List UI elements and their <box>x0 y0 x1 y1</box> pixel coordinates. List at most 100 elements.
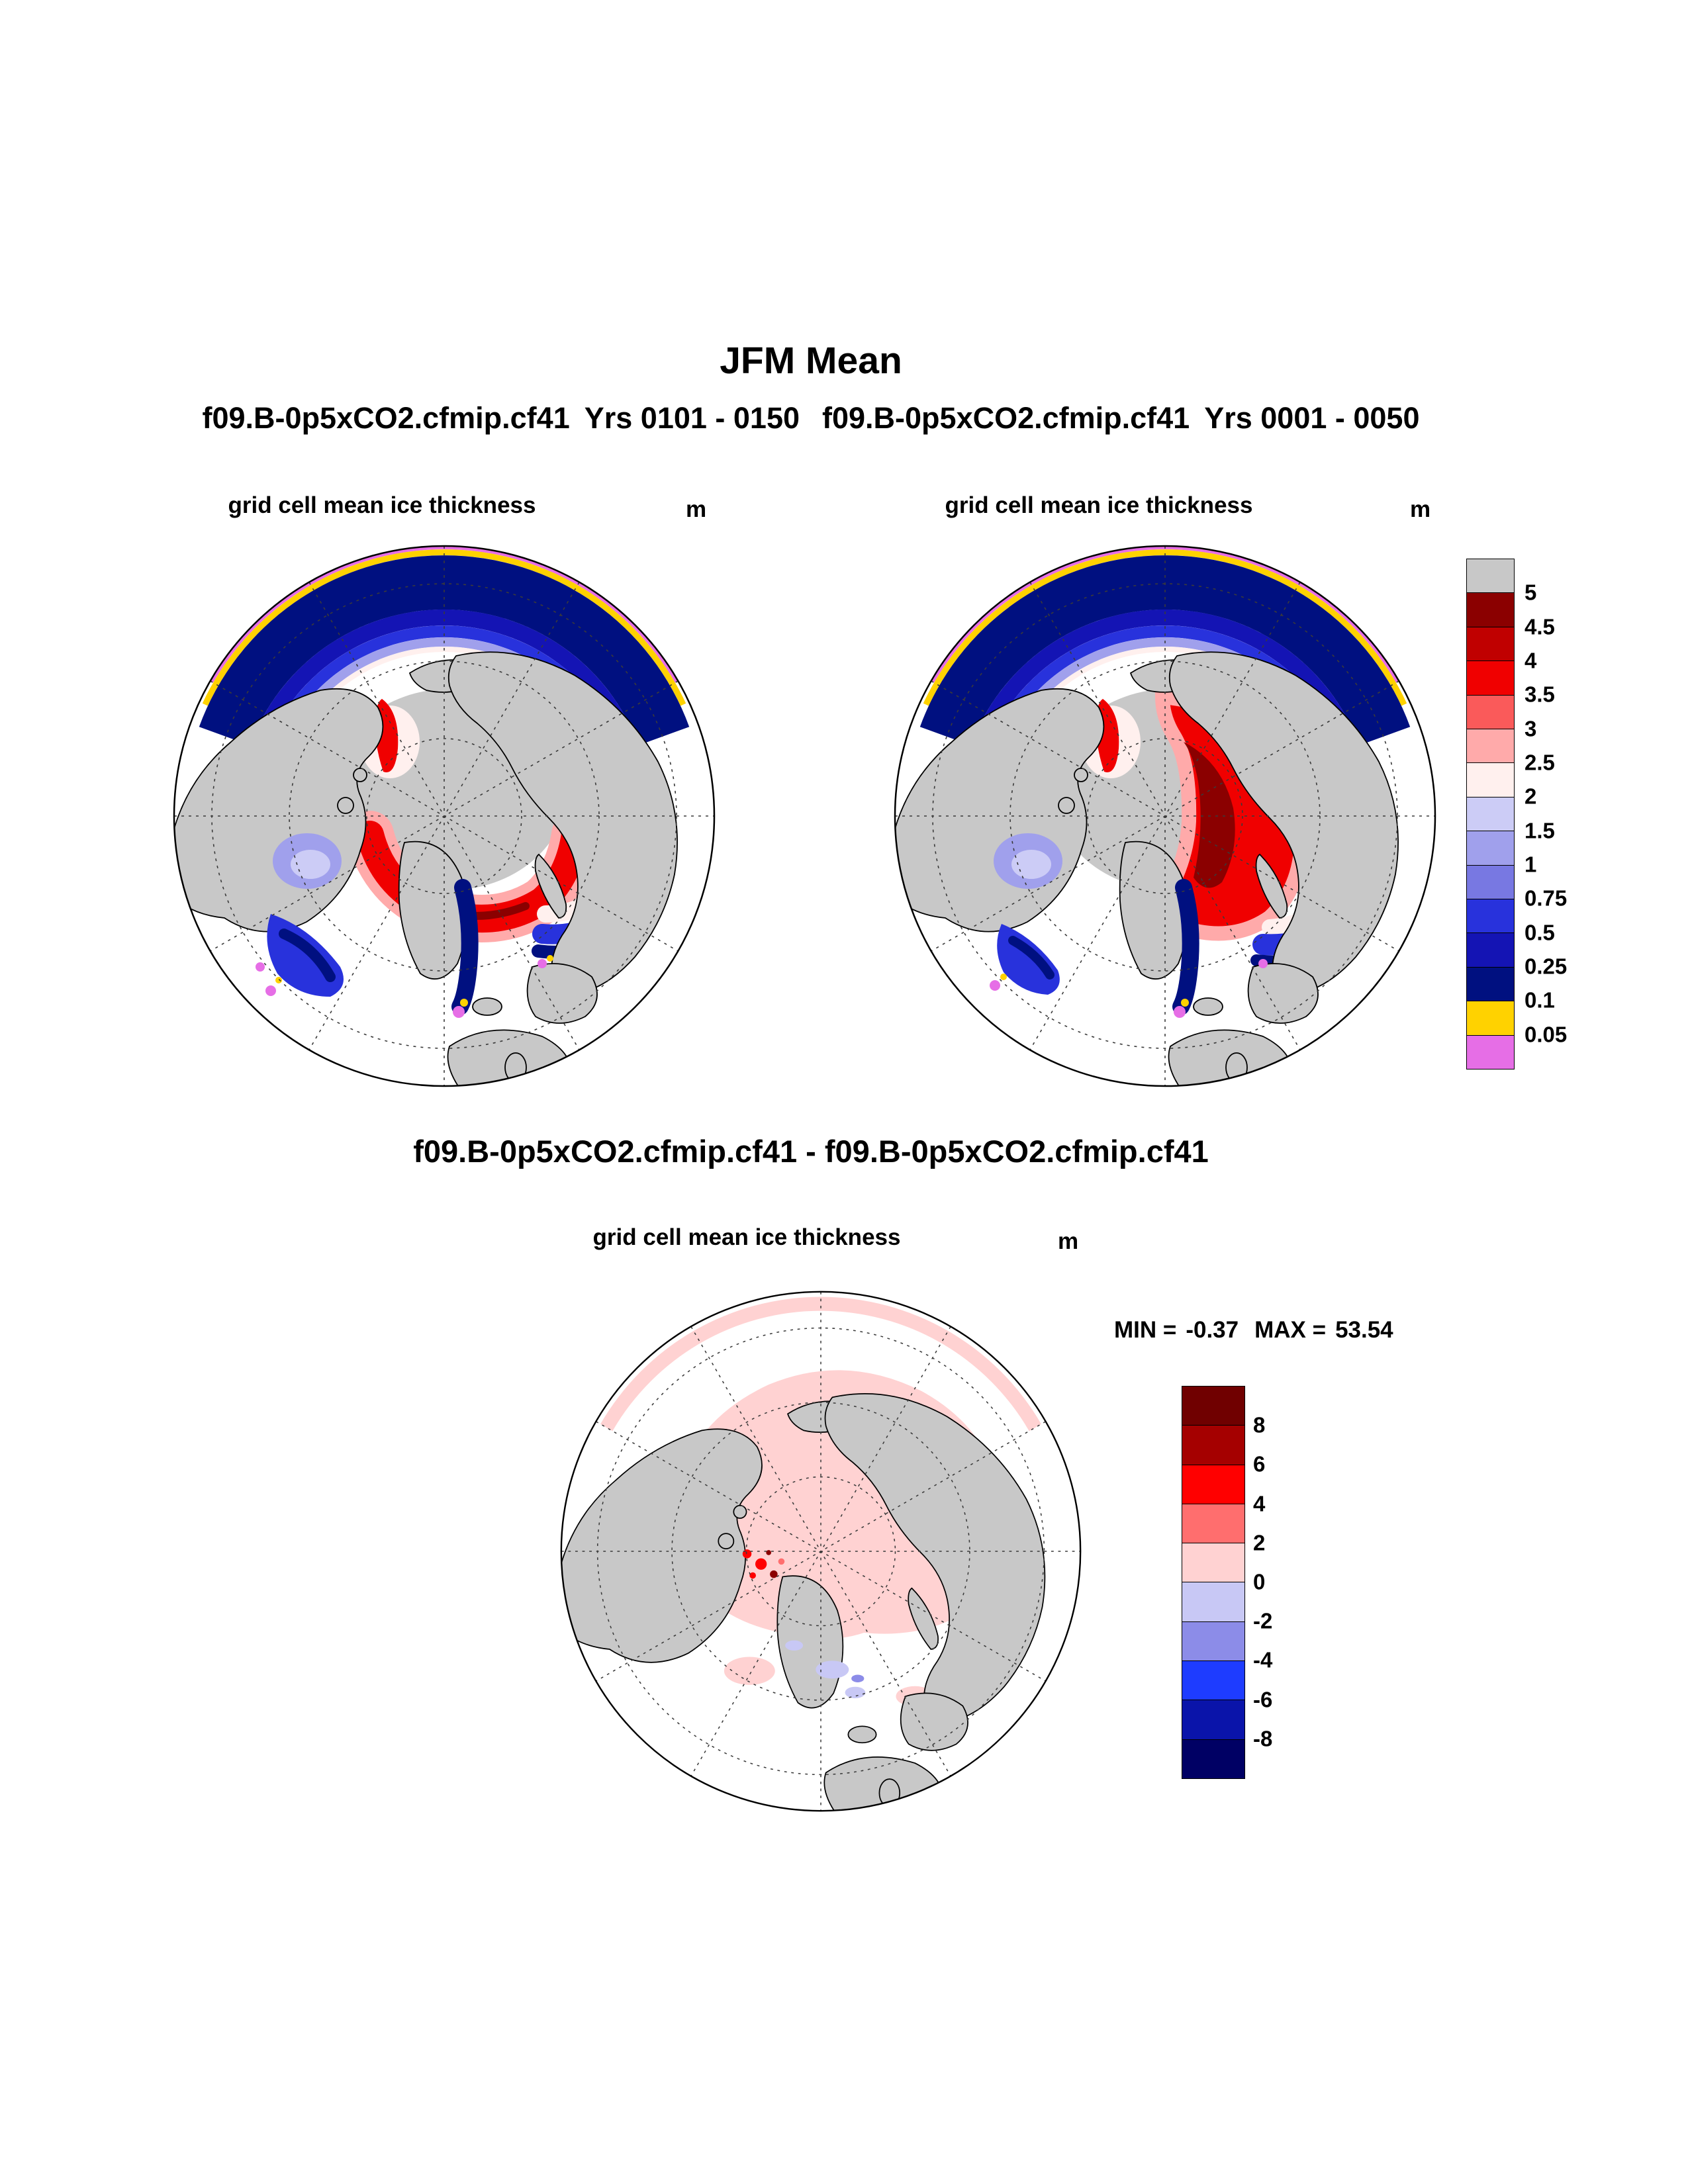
colorbar-tick-label: 3 <box>1524 716 1537 741</box>
min-value: -0.37 <box>1186 1317 1239 1343</box>
diff-blue-patches <box>785 1640 866 1699</box>
colorbar-cell <box>1467 592 1514 627</box>
colorbar-cell <box>1467 933 1514 967</box>
colorbar-cell <box>1182 1503 1244 1543</box>
min-max-readout: MIN = -0.37 MAX = 53.54 <box>1114 1317 1393 1343</box>
panel-units-left: m <box>686 496 707 522</box>
panel-units-diff: m <box>1058 1228 1079 1254</box>
colorbar-cell <box>1467 694 1514 729</box>
east-greenland-ice <box>1172 879 1199 1015</box>
ice-edge-yellow <box>460 999 468 1007</box>
colorbar-cell <box>1182 1739 1244 1778</box>
difference-header: f09.B-0p5xCO2.cfmip.cf41 - f09.B-0p5xCO2… <box>413 1134 1209 1169</box>
colorbar-cell <box>1182 1621 1244 1661</box>
panel-title-right: grid cell mean ice thickness <box>945 492 1253 518</box>
colorbar-tick-label: 4 <box>1253 1491 1266 1516</box>
colorbar-cell <box>1467 559 1514 593</box>
map-panel-difference <box>560 1291 1082 1812</box>
colorbar-cell <box>1467 1034 1514 1069</box>
ice-edge-yellow <box>1181 999 1189 1007</box>
colorbar-tick-label: 0.05 <box>1524 1022 1568 1047</box>
map-boundary <box>173 545 716 1087</box>
colorbar-cell <box>1467 626 1514 661</box>
max-value: 53.54 <box>1335 1317 1393 1343</box>
min-label: MIN = <box>1114 1317 1177 1343</box>
ice-edge-magenta <box>1174 1006 1186 1018</box>
colorbar-tick-label: -6 <box>1253 1687 1273 1712</box>
max-label: MAX = <box>1254 1317 1327 1343</box>
ice-edge-magenta <box>453 1006 465 1018</box>
hudson-bay-ice-core <box>291 850 330 879</box>
subtitle-case-right: f09.B-0p5xCO2.cfmip.cf41 Yrs 0001 - 0050 <box>822 401 1419 435</box>
colorbar-tick-label: 0 <box>1253 1569 1266 1594</box>
hudson-bay-ice-core <box>1011 850 1051 879</box>
colorbar-cell <box>1182 1661 1244 1700</box>
panel-title-diff: grid cell mean ice thickness <box>592 1224 901 1250</box>
case-years-right: Yrs 0001 - 0050 <box>1204 401 1420 435</box>
colorbar-tick-label: -4 <box>1253 1647 1273 1672</box>
colorbar-difference-labels: 8 6 4 2 0 -2 -4 -6 -8 <box>1253 1386 1346 1779</box>
ice-edge-yellow <box>1000 974 1007 980</box>
colorbar-cell <box>1182 1425 1244 1465</box>
colorbar-tick-label: 1.5 <box>1524 818 1555 843</box>
colorbar-cell <box>1182 1543 1244 1582</box>
colorbar-tick-label: 2.5 <box>1524 750 1555 775</box>
ice-edge-magenta <box>538 959 547 968</box>
colorbar-thickness <box>1466 559 1515 1069</box>
colorbar-thickness-labels: 5 4.5 4 3.5 3 2.5 2 1.5 1 0.75 0.5 0.25 0.1 0.05 <box>1524 559 1617 1069</box>
ice-edge-magenta <box>990 980 1000 991</box>
ice-edge-yellow <box>275 977 282 983</box>
colorbar-cell <box>1467 899 1514 933</box>
colorbar-tick-label: 0.75 <box>1524 886 1568 911</box>
colorbar-tick-label: 4.5 <box>1524 614 1555 639</box>
diff-pink-edge-band <box>600 1297 1041 1432</box>
colorbar-tick-label: 0.5 <box>1524 920 1555 945</box>
case-years-left: Yrs 0101 - 0150 <box>584 401 800 435</box>
colorbar-cell <box>1182 1464 1244 1504</box>
colorbar-tick-label: 4 <box>1524 648 1537 673</box>
case-name-left: f09.B-0p5xCO2.cfmip.cf41 <box>202 401 570 435</box>
ice-edge-yellow <box>547 955 553 962</box>
colorbar-cell <box>1467 1001 1514 1035</box>
subtitle-case-left: f09.B-0p5xCO2.cfmip.cf41 Yrs 0101 - 0150 <box>203 401 800 435</box>
colorbar-tick-label: 6 <box>1253 1451 1266 1477</box>
colorbar-cell <box>1467 729 1514 763</box>
colorbar-tick-label: -2 <box>1253 1608 1273 1633</box>
labrador-ice-core <box>1008 936 1055 979</box>
colorbar-cell <box>1182 1387 1244 1426</box>
colorbar-cell <box>1467 660 1514 695</box>
colorbar-cell <box>1182 1582 1244 1621</box>
map-boundary <box>894 545 1436 1087</box>
diff-red-cluster <box>742 1549 785 1579</box>
diff-pink-patch <box>724 1657 775 1685</box>
figure-subtitle: f09.B-0p5xCO2.cfmip.cf41 Yrs 0101 - 0150… <box>0 401 1622 435</box>
panel-units-right: m <box>1410 496 1431 522</box>
figure-title: JFM Mean <box>720 340 902 382</box>
colorbar-cell <box>1467 831 1514 865</box>
colorbar-cell <box>1467 796 1514 831</box>
colorbar-cell <box>1467 762 1514 797</box>
colorbar-tick-label: 0.25 <box>1524 954 1568 979</box>
map-boundary <box>560 1291 1082 1812</box>
colorbar-tick-label: 0.1 <box>1524 987 1555 1013</box>
colorbar-cell <box>1467 966 1514 1001</box>
colorbar-difference <box>1182 1386 1245 1779</box>
ice-edge-magenta <box>265 985 276 996</box>
colorbar-tick-label: 1 <box>1524 852 1537 877</box>
east-greenland-ice <box>451 879 479 1015</box>
ice-edge-magenta <box>1258 959 1268 968</box>
colorbar-tick-label: 2 <box>1253 1530 1266 1555</box>
panel-title-left: grid cell mean ice thickness <box>228 492 536 518</box>
map-panel-right <box>894 545 1436 1087</box>
colorbar-tick-label: 5 <box>1524 580 1537 605</box>
colorbar-cell <box>1467 864 1514 899</box>
colorbar-tick-label: 3.5 <box>1524 682 1555 707</box>
colorbar-tick-label: -8 <box>1253 1726 1273 1751</box>
ice-edge-magenta <box>256 962 265 972</box>
case-name-right: f09.B-0p5xCO2.cfmip.cf41 <box>822 401 1190 435</box>
ice-4p5m-core <box>1184 742 1235 888</box>
colorbar-tick-label: 2 <box>1524 784 1537 809</box>
labrador-ice-core <box>279 929 336 982</box>
map-panel-left <box>173 545 716 1087</box>
